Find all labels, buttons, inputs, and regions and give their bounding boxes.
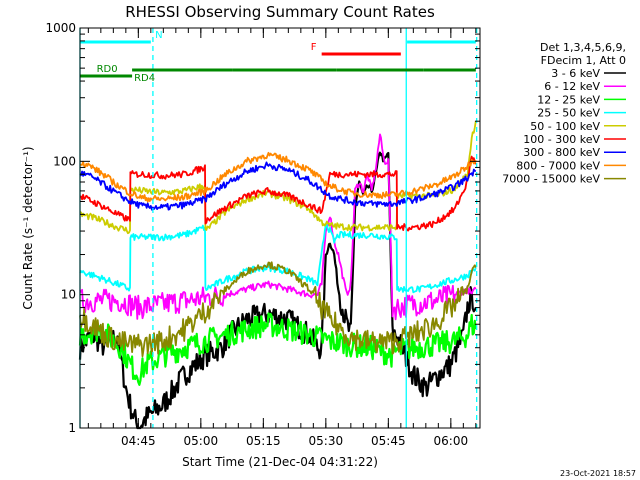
annotation-label-rd0: RD0 <box>97 64 118 75</box>
y-axis-label: Count Rate (s⁻¹ detector⁻¹) <box>21 146 35 309</box>
series-line-50-100-kev <box>79 121 477 235</box>
chart-title: RHESSI Observing Summary Count Rates <box>125 3 435 21</box>
series-line-800-7000-kev <box>79 151 477 203</box>
annotation-label-n: N <box>155 30 162 41</box>
y-tick-label: 1000 <box>45 21 76 35</box>
annotation-label-rd4: RD4 <box>134 73 155 84</box>
annotation-layer: N F RD0 RD4 <box>79 28 478 428</box>
x-axis-label: Start Time (21-Dec-04 04:31:22) <box>182 455 378 469</box>
x-tick-label: 05:15 <box>246 434 281 448</box>
legend: Det 1,3,4,5,6,9,FDecim 1, Att 03 - 6 keV… <box>502 41 626 186</box>
x-tick-label: 05:00 <box>184 434 219 448</box>
legend-entry-label: 800 - 7000 keV <box>516 159 600 172</box>
legend-entry-label: 7000 - 15000 keV <box>502 173 600 186</box>
annotation-label-f: F <box>311 42 317 53</box>
legend-entry-label: 300 - 800 keV <box>523 146 600 159</box>
plot-frame <box>79 27 481 429</box>
series-line-25-50-kev <box>79 223 477 294</box>
legend-header-line: FDecim 1, Att 0 <box>541 54 626 67</box>
legend-entry-label: 50 - 100 keV <box>530 120 600 133</box>
series-line-300-800-kev <box>79 161 477 211</box>
y-tick-label: 100 <box>53 154 76 168</box>
axis-layer: 1 10 100 1000 04:45 05:00 05:15 05:30 05:45 06:00 <box>45 21 480 448</box>
legend-header-line: Det 1,3,4,5,6,9, <box>540 41 626 54</box>
legend-entry-label: 100 - 300 keV <box>523 133 600 146</box>
series-line-3-6-kev <box>78 151 477 430</box>
series-layer <box>78 121 477 430</box>
y-tick-label: 1 <box>68 421 76 435</box>
y-tick-label: 10 <box>61 288 76 302</box>
legend-entry-label: 3 - 6 keV <box>551 67 600 80</box>
x-tick-label: 05:30 <box>309 434 344 448</box>
x-tick-label: 06:00 <box>434 434 469 448</box>
series-line-100-300-kev <box>79 155 477 232</box>
series-line-6-12-kev <box>79 133 477 321</box>
series-line-12-25-kev <box>78 312 477 386</box>
legend-entry-label: 6 - 12 keV <box>544 80 600 93</box>
x-tick-label: 04:45 <box>121 434 156 448</box>
series-line-7000-15000-kev <box>79 261 477 358</box>
x-tick-label: 05:45 <box>371 434 406 448</box>
footer-timestamp: 23-Oct-2021 18:57 <box>560 469 636 478</box>
legend-entry-label: 25 - 50 keV <box>537 107 600 120</box>
legend-entry-label: 12 - 25 keV <box>537 93 600 106</box>
